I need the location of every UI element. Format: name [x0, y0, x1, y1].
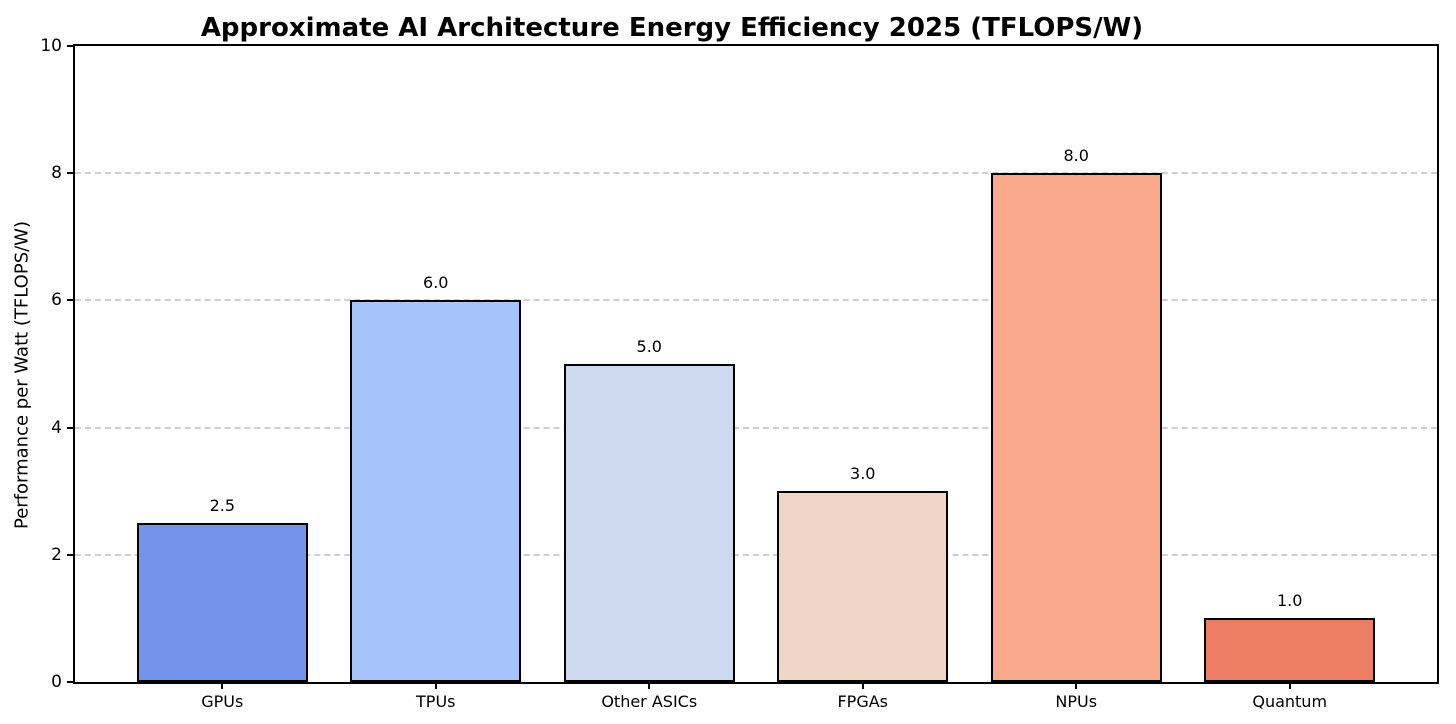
bar-quantum [1204, 618, 1376, 682]
y-axis-label: Performance per Watt (TFLOPS/W) [11, 220, 33, 530]
y-tick-label-6: 6 [51, 290, 62, 311]
bar-value-label-gpus: 2.5 [209, 496, 236, 515]
y-tick-mark-2 [67, 553, 75, 556]
x-tick-mark-gpus [221, 682, 224, 689]
x-tick-mark-quantum [1288, 682, 1291, 689]
bar-value-label-tpus: 6.0 [423, 273, 449, 293]
bar-value-label-quantum: 1.0 [1276, 591, 1303, 611]
x-tick-label-quantum: Quantum [1252, 692, 1328, 711]
gridline-y-4 [75, 426, 1437, 429]
bar-other-asics [563, 364, 735, 682]
bar-fpgas [777, 491, 949, 682]
y-tick-mark-10 [67, 45, 75, 47]
plot-area [73, 44, 1439, 684]
x-tick-mark-npus [1075, 682, 1078, 689]
y-tick-mark-4 [67, 426, 75, 429]
x-tick-mark-fpgas [861, 682, 864, 689]
bar-gpus [136, 523, 308, 682]
x-tick-label-npus: NPUs [1055, 692, 1098, 711]
bar-value-label-npus: 8.0 [1063, 146, 1089, 166]
bar-value-label-other-asics: 5.0 [636, 337, 662, 356]
y-tick-label-8: 8 [51, 163, 62, 184]
y-tick-label-2: 2 [51, 544, 62, 565]
x-tick-label-fpgas: FPGAs [837, 692, 888, 711]
bar-npus [990, 173, 1162, 682]
chart-title: Approximate AI Architecture Energy Effic… [200, 13, 1144, 43]
y-tick-mark-6 [67, 299, 75, 302]
x-tick-label-tpus: TPUs [416, 692, 456, 711]
gridline-y-8 [75, 172, 1437, 175]
gridline-y-6 [75, 299, 1437, 302]
y-tick-mark-0 [67, 681, 75, 683]
x-tick-label-gpus: GPUs [201, 692, 244, 711]
gridline-y-2 [75, 553, 1437, 556]
x-tick-mark-other-asics [648, 682, 651, 689]
bar-tpus [350, 300, 522, 682]
y-tick-mark-8 [67, 172, 75, 175]
y-tick-label-10: 10 [40, 36, 62, 56]
bar-value-label-fpgas: 3.0 [850, 464, 876, 484]
x-tick-label-other-asics: Other ASICs [601, 692, 698, 711]
y-tick-label-4: 4 [51, 417, 62, 438]
y-tick-label-0: 0 [51, 672, 62, 692]
x-tick-mark-tpus [434, 682, 437, 689]
